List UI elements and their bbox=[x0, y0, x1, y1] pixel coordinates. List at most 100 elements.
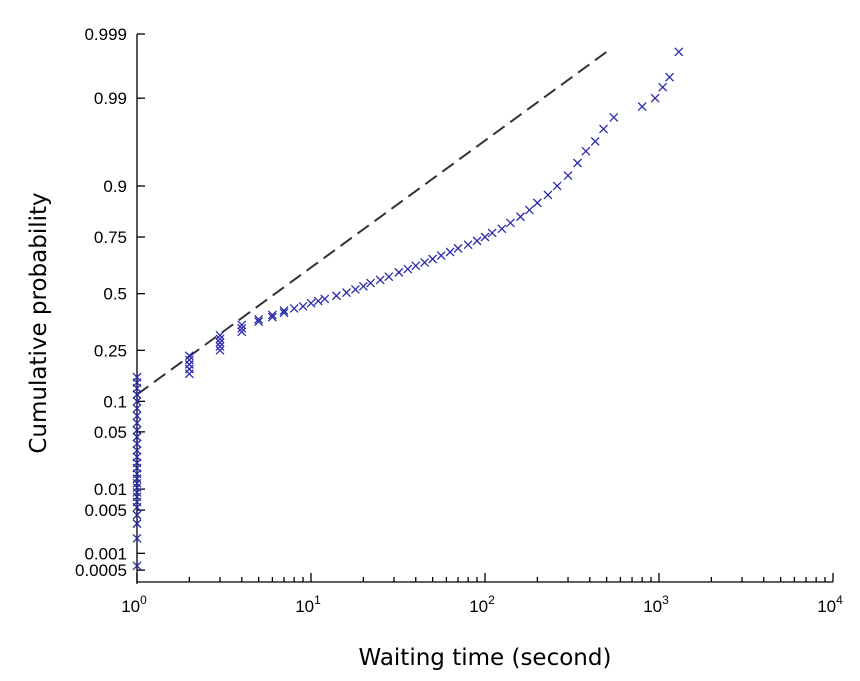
marker-stroke bbox=[375, 275, 385, 285]
data-point bbox=[563, 171, 573, 181]
plot-axes bbox=[136, 33, 834, 584]
marker-stroke bbox=[472, 236, 482, 246]
data-point bbox=[279, 308, 289, 318]
marker-stroke bbox=[132, 533, 142, 543]
data-point bbox=[480, 232, 490, 242]
marker-stroke bbox=[237, 320, 247, 330]
data-point bbox=[428, 254, 438, 264]
data-point bbox=[132, 396, 142, 406]
marker-stroke bbox=[358, 281, 368, 291]
marker-stroke bbox=[298, 301, 308, 311]
marker-stroke bbox=[420, 257, 430, 267]
data-point bbox=[524, 205, 534, 215]
data-point bbox=[411, 261, 421, 271]
marker-stroke bbox=[215, 341, 225, 351]
marker-stroke bbox=[267, 310, 277, 320]
data-point bbox=[463, 240, 473, 250]
data-point bbox=[590, 136, 600, 146]
marker-stroke bbox=[184, 359, 194, 369]
data-point bbox=[573, 158, 582, 168]
marker-stroke bbox=[132, 403, 142, 413]
data-markers bbox=[132, 47, 684, 571]
marker-stroke bbox=[184, 355, 194, 365]
marker-stroke bbox=[453, 243, 463, 253]
marker-stroke bbox=[132, 510, 142, 520]
marker-stroke bbox=[267, 312, 277, 322]
marker-stroke bbox=[254, 314, 264, 324]
marker-stroke bbox=[487, 228, 497, 238]
marker-stroke bbox=[436, 251, 446, 260]
y-tick-label: 0.25 bbox=[94, 341, 127, 360]
data-point bbox=[132, 418, 142, 428]
x-tick-label: 100 bbox=[121, 593, 147, 616]
data-point bbox=[132, 533, 142, 543]
data-point bbox=[132, 432, 142, 442]
data-point bbox=[306, 298, 316, 308]
marker-stroke bbox=[609, 113, 619, 122]
marker-stroke bbox=[428, 254, 438, 264]
data-point bbox=[599, 124, 608, 134]
data-point bbox=[581, 146, 591, 156]
marker-stroke bbox=[132, 452, 142, 462]
marker-stroke bbox=[132, 519, 142, 529]
marker-stroke bbox=[445, 247, 455, 257]
marker-stroke bbox=[132, 432, 142, 442]
marker-stroke bbox=[132, 418, 142, 428]
data-point bbox=[132, 446, 142, 455]
y-axis-title: Cumulative probability bbox=[26, 192, 52, 453]
data-point bbox=[532, 198, 542, 208]
marker-stroke bbox=[331, 291, 341, 301]
data-point bbox=[487, 228, 497, 238]
marker-stroke bbox=[279, 308, 289, 318]
marker-stroke bbox=[132, 411, 142, 421]
data-point bbox=[384, 272, 394, 282]
y-tick-label: 0.001 bbox=[84, 544, 127, 563]
data-point bbox=[609, 113, 619, 122]
marker-stroke bbox=[279, 306, 289, 316]
data-point bbox=[132, 483, 142, 493]
marker-stroke bbox=[637, 102, 647, 112]
marker-stroke bbox=[516, 212, 525, 222]
data-point bbox=[403, 264, 413, 274]
data-point bbox=[184, 359, 194, 369]
data-point bbox=[184, 351, 194, 361]
data-point bbox=[320, 294, 330, 304]
marker-stroke bbox=[384, 272, 394, 282]
data-point bbox=[184, 355, 194, 365]
y-tick-label: 0.1 bbox=[103, 392, 127, 411]
x-tick-label: 104 bbox=[817, 593, 843, 616]
data-point bbox=[394, 267, 404, 277]
data-point bbox=[237, 323, 247, 333]
data-point bbox=[665, 72, 675, 82]
data-point bbox=[375, 275, 385, 285]
marker-stroke bbox=[132, 372, 142, 382]
data-point bbox=[445, 247, 455, 257]
marker-stroke bbox=[320, 294, 330, 304]
marker-stroke bbox=[350, 284, 360, 294]
data-point bbox=[215, 338, 225, 348]
marker-stroke bbox=[215, 338, 225, 348]
y-tick-label: 0.0005 bbox=[75, 561, 127, 580]
marker-stroke bbox=[650, 93, 660, 103]
marker-stroke bbox=[237, 327, 247, 337]
marker-stroke bbox=[463, 240, 473, 250]
marker-stroke bbox=[563, 171, 573, 181]
marker-stroke bbox=[132, 425, 142, 435]
y-tick-label: 0.05 bbox=[94, 423, 127, 442]
data-point bbox=[132, 403, 142, 413]
data-point bbox=[552, 181, 562, 191]
marker-stroke bbox=[132, 492, 142, 502]
data-point bbox=[184, 364, 194, 374]
x-tick-exponent: 2 bbox=[488, 593, 495, 607]
y-tick-label: 0.75 bbox=[94, 228, 127, 247]
data-point bbox=[453, 243, 463, 253]
data-point bbox=[658, 82, 668, 92]
data-point bbox=[331, 291, 341, 301]
data-point bbox=[267, 312, 277, 322]
x-tick-exponent: 1 bbox=[314, 593, 321, 607]
data-point bbox=[237, 320, 247, 330]
data-point bbox=[132, 439, 142, 449]
marker-stroke bbox=[237, 323, 247, 333]
x-tick-label: 103 bbox=[643, 593, 669, 616]
data-point bbox=[342, 288, 351, 298]
